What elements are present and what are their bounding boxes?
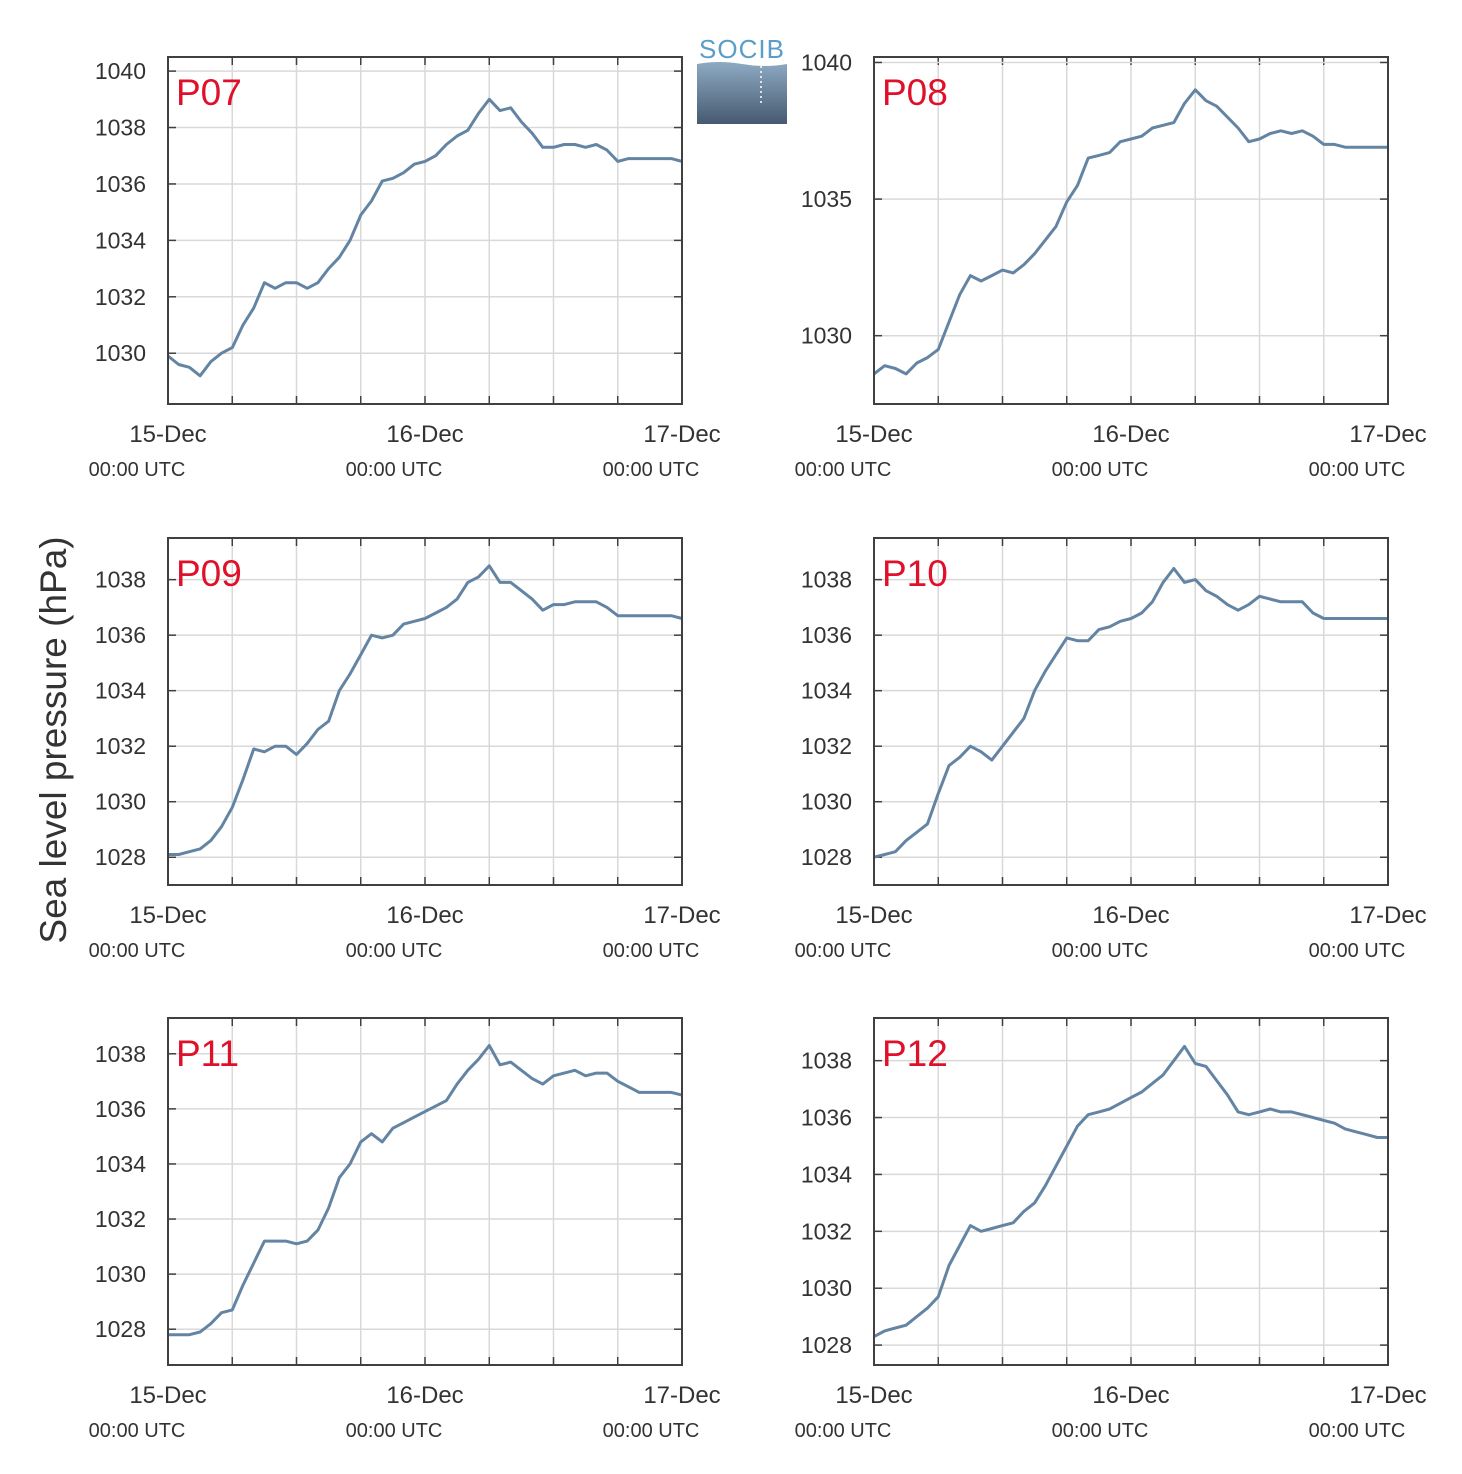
series-line (168, 1044, 683, 1337)
panel-label: P08 (882, 72, 948, 113)
tick-label-x-time: 00:00 UTC (795, 459, 892, 481)
panel-p12: 1028 1030 1032 1034 1036 1038 P12 15-Dec 00:00 U… (795, 1017, 1427, 1442)
tick-label-y: 1034 (801, 1161, 852, 1187)
tick-label-y: 1030 (95, 1261, 146, 1287)
tick-label-x-date: 16-Dec (1092, 1382, 1169, 1409)
tick-label-x-time: 00:00 UTC (795, 1420, 892, 1442)
plot-frame (873, 56, 1389, 405)
plot-frame (873, 1017, 1389, 1366)
tick-label-x-date: 15-Dec (129, 1382, 206, 1409)
tick-label-x-date: 17-Dec (643, 902, 720, 929)
tick-label-y: 1030 (801, 789, 852, 815)
plot-frame (167, 56, 683, 405)
plot-frame (167, 1017, 683, 1366)
tick-label-y: 1038 (95, 115, 146, 141)
tick-label-x-time: 00:00 UTC (603, 940, 700, 962)
tick-label-y: 1038 (95, 567, 146, 593)
tick-label-x-time: 00:00 UTC (1052, 459, 1149, 481)
panel-label: P10 (882, 553, 948, 594)
tick-label-y: 1028 (801, 844, 852, 870)
tick-label-x-date: 16-Dec (1092, 421, 1169, 448)
panel-p11: 1028 1030 1032 1034 1036 1038 P11 15-Dec 00:00 U… (89, 1017, 721, 1442)
tick-label-x-time: 00:00 UTC (1309, 459, 1406, 481)
panel-p07: 1030 1032 1034 1036 1038 1040 P07 15-Dec 00:00 U… (89, 56, 721, 481)
tick-label-y: 1028 (95, 844, 146, 870)
tick-label-x-time: 00:00 UTC (1309, 940, 1406, 962)
tick-label-x-date: 15-Dec (835, 902, 912, 929)
tick-label-y: 1032 (95, 284, 146, 310)
tick-label-y: 1028 (801, 1332, 852, 1358)
tick-label-y: 1040 (801, 49, 852, 75)
plot-frame (873, 537, 1389, 886)
tick-label-x-date: 15-Dec (835, 1382, 912, 1409)
tick-label-y: 1036 (95, 622, 146, 648)
tick-label-y: 1030 (801, 1275, 852, 1301)
tick-label-x-time: 00:00 UTC (1052, 940, 1149, 962)
tick-label-x-date: 17-Dec (1349, 902, 1426, 929)
tick-label-y: 1034 (95, 678, 146, 704)
tick-label-y: 1035 (801, 186, 852, 212)
panel-label: P11 (176, 1033, 239, 1074)
tick-label-y: 1030 (95, 340, 146, 366)
tick-label-x-time: 00:00 UTC (346, 459, 443, 481)
tick-label-x-date: 17-Dec (1349, 421, 1426, 448)
tick-label-y: 1034 (801, 678, 852, 704)
tick-label-x-time: 00:00 UTC (603, 459, 700, 481)
panel-p10: 1028 1030 1032 1034 1036 1038 P10 15-Dec 00:00 U… (795, 537, 1427, 962)
tick-label-x-time: 00:00 UTC (603, 1420, 700, 1442)
tick-label-y: 1038 (801, 1048, 852, 1074)
socib-logo: SOCIB (697, 34, 787, 126)
tick-label-y: 1040 (95, 58, 146, 84)
tick-label-x-date: 15-Dec (129, 421, 206, 448)
tick-label-x-date: 16-Dec (1092, 902, 1169, 929)
tick-label-x-date: 16-Dec (386, 1382, 463, 1409)
tick-label-y: 1028 (95, 1316, 146, 1342)
tick-label-y: 1034 (95, 227, 146, 253)
tick-label-x-date: 16-Dec (386, 902, 463, 929)
tick-label-y: 1032 (95, 1206, 146, 1232)
plot-frame (167, 537, 683, 886)
tick-label-y: 1032 (801, 1218, 852, 1244)
tick-label-y: 1034 (95, 1151, 146, 1177)
tick-label-x-date: 16-Dec (386, 421, 463, 448)
tick-label-y: 1038 (801, 567, 852, 593)
tick-label-x-date: 15-Dec (129, 902, 206, 929)
tick-label-x-time: 00:00 UTC (1052, 1420, 1149, 1442)
tick-label-x-time: 00:00 UTC (795, 940, 892, 962)
panel-label: P07 (176, 72, 242, 113)
tick-label-y: 1030 (801, 323, 852, 349)
tick-label-y: 1032 (95, 733, 146, 759)
tick-label-x-time: 00:00 UTC (1309, 1420, 1406, 1442)
tick-label-y: 1036 (95, 171, 146, 197)
series-line (167, 97, 683, 378)
panel-label: P12 (882, 1033, 948, 1074)
logo-wordmark: SOCIB (699, 34, 785, 64)
tick-label-x-time: 00:00 UTC (89, 459, 186, 481)
tick-label-x-time: 00:00 UTC (346, 940, 443, 962)
series-line (873, 567, 1388, 859)
panel-label: P09 (176, 553, 242, 594)
tick-label-y: 1032 (801, 733, 852, 759)
tick-label-y: 1036 (801, 622, 852, 648)
tick-label-y: 1030 (95, 789, 146, 815)
series-line (168, 564, 683, 856)
tick-label-x-date: 15-Dec (835, 421, 912, 448)
series-line (873, 1044, 1388, 1338)
tick-label-y: 1036 (801, 1105, 852, 1131)
tick-label-x-time: 00:00 UTC (89, 1420, 186, 1442)
tick-label-x-time: 00:00 UTC (89, 940, 186, 962)
panel-p09: 1028 1030 1032 1034 1036 1038 P09 15-Dec 00:00 U… (89, 537, 721, 962)
tick-label-x-time: 00:00 UTC (346, 1420, 443, 1442)
tick-label-x-date: 17-Dec (1349, 1382, 1426, 1409)
y-axis-label: Sea level pressure (hPa) (33, 536, 74, 943)
panel-p08: 1030 1035 1040 P08 15-Dec 00:00 UTC 16-Dec 00:0… (795, 49, 1427, 481)
tick-label-y: 1036 (95, 1096, 146, 1122)
tick-label-y: 1038 (95, 1041, 146, 1067)
tick-label-x-date: 17-Dec (643, 1382, 720, 1409)
tick-label-x-date: 17-Dec (643, 421, 720, 448)
series-line (873, 88, 1388, 376)
